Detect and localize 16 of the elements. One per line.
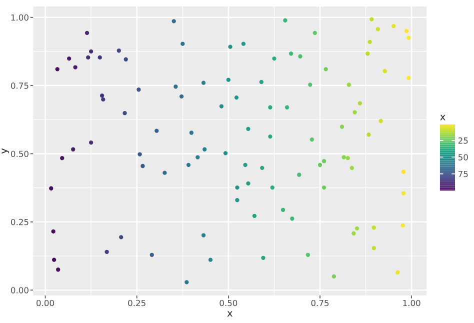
x-tick-label: 1.00 <box>403 300 420 306</box>
x-tick-label: 0.25 <box>128 300 146 306</box>
x-tick-label: 0.75 <box>311 300 329 306</box>
color-bar-title: x <box>440 114 446 120</box>
color-bar-label: 50 <box>458 154 468 160</box>
y-tick-label: 0.25 <box>11 218 28 226</box>
y-tick-label: 0.50 <box>11 150 28 158</box>
y-axis-title: y <box>2 148 10 154</box>
y-tick-label: 0.00 <box>11 287 28 294</box>
x-tick-label: 0.50 <box>220 300 238 306</box>
y-tick-label: 0.75 <box>11 82 28 89</box>
x-axis-title: x <box>227 311 232 317</box>
y-tick-label: 1.00 <box>11 14 28 21</box>
color-bar-label: 25 <box>458 137 468 144</box>
color-bar-label: 75 <box>458 170 468 178</box>
x-tick-label: 0.00 <box>36 300 54 306</box>
